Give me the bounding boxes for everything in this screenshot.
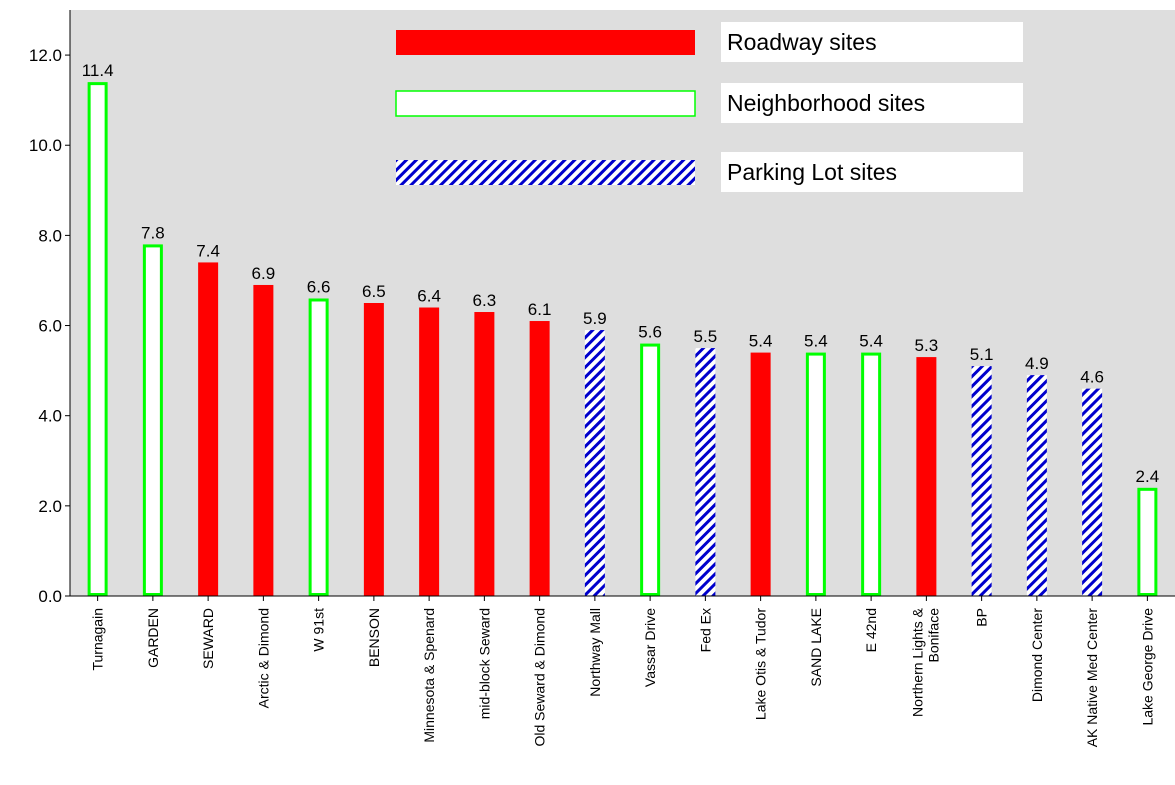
bar-15	[861, 352, 882, 597]
y-tick-label: 2.0	[38, 497, 62, 516]
y-tick-label: 4.0	[38, 407, 62, 426]
x-tick-label: mid-block Seward	[476, 608, 492, 719]
bar-value-label: 5.4	[859, 332, 883, 351]
y-tick-label: 8.0	[38, 226, 62, 245]
x-tick-label: SAND LAKE	[808, 608, 824, 687]
bar-value-label: 6.5	[362, 282, 386, 301]
bar-13	[750, 352, 771, 596]
bar-4	[253, 284, 274, 596]
x-tick-label: BP	[974, 608, 990, 627]
x-tick-label: E 42nd	[863, 608, 879, 652]
x-tick-label: Old Seward & Dimond	[532, 608, 548, 747]
bar-value-label: 11.4	[82, 61, 114, 80]
x-tick-label: Vassar Drive	[642, 608, 658, 687]
x-tick-label: Fed Ex	[697, 608, 713, 652]
bar-value-label: 5.5	[694, 327, 718, 346]
bar-value-label: 5.6	[638, 323, 662, 342]
x-tick-label: GARDEN	[145, 608, 161, 668]
bar-value-label: 4.9	[1025, 354, 1049, 373]
bar-value-label: 6.1	[528, 300, 552, 319]
bar-6	[363, 303, 384, 596]
axes-layer: Turnagain GARDEN SEWARD Arctic & Dimond W 91…	[29, 10, 1175, 747]
x-tick-label: W 91st	[311, 608, 327, 652]
bar-value-label: 7.8	[141, 223, 165, 242]
x-tick-label: AK Native Med Center	[1084, 608, 1100, 748]
legend-label-box	[721, 22, 1023, 62]
x-tick-label: Northway Mall	[587, 608, 603, 697]
bar-value-label: 4.6	[1080, 368, 1104, 387]
legend-label-neighborhood: Neighborhood sites	[727, 90, 925, 116]
legend-swatch-roadway	[396, 30, 695, 55]
legend-swatch-parking	[396, 160, 695, 185]
bar-19	[1082, 388, 1103, 596]
x-tick-label: Turnagain	[90, 608, 106, 671]
bar-value-label: 5.1	[970, 345, 994, 364]
bar-value-label: 7.4	[196, 241, 220, 260]
bars-layer	[87, 82, 1158, 597]
y-tick-label: 6.0	[38, 317, 62, 336]
bar-9	[529, 321, 550, 596]
bar-14	[805, 352, 826, 597]
x-tick-label: Minnesota & Spenard	[421, 608, 437, 743]
bar-value-label: 5.9	[583, 309, 607, 328]
bar-17	[971, 366, 992, 596]
bar-5	[308, 298, 329, 596]
y-tick-label: 0.0	[38, 587, 62, 606]
bar-20	[1137, 487, 1158, 597]
x-tick-label: Arctic & Dimond	[255, 608, 271, 708]
x-tick-label: Lake George Drive	[1139, 608, 1155, 726]
legend-label-parking: Parking Lot sites	[727, 159, 897, 185]
bar-value-label: 6.3	[473, 291, 497, 310]
bar-value-label: 5.3	[915, 336, 939, 355]
x-tick-label-line: Boniface	[925, 608, 941, 663]
bar-16	[916, 357, 937, 596]
bar-value-label: 6.4	[417, 287, 441, 306]
x-tick-label-line: Northern Lights &	[909, 607, 925, 717]
legend: Roadway sites Neighborhood sites Parking L…	[395, 22, 1023, 192]
legend-swatch-neighborhood	[395, 90, 696, 117]
bar-value-label: 6.9	[252, 264, 276, 283]
legend-label-roadway: Roadway sites	[727, 29, 877, 55]
x-tick-label: Northern Lights &Boniface	[909, 607, 941, 717]
bar-value-label: 5.4	[804, 332, 828, 351]
bar-8	[474, 312, 495, 596]
bar-value-label: 6.6	[307, 277, 331, 296]
y-tick-label: 12.0	[29, 46, 62, 65]
bar-value-label: 2.4	[1136, 467, 1160, 486]
bar-7	[419, 307, 440, 596]
bar-10	[584, 330, 605, 596]
bar-2	[142, 244, 163, 596]
bar-18	[1026, 375, 1047, 596]
y-tick-label: 10.0	[29, 136, 62, 155]
legend-label-box	[721, 152, 1023, 192]
bar-3	[198, 262, 219, 596]
x-tick-label: SEWARD	[200, 608, 216, 669]
x-tick-label: Dimond Center	[1029, 608, 1045, 702]
legend-label-box	[721, 83, 1023, 123]
x-tick-label: BENSON	[366, 608, 382, 667]
bar-value-label: 5.4	[749, 332, 773, 351]
bar-11	[640, 343, 661, 597]
bar-1	[87, 82, 108, 596]
x-tick-label: Lake Otis & Tudor	[753, 608, 769, 720]
value-labels-layer: 11.4 7.8 7.4 6.9 6.6 6.5 6.4 6.3 6.1 5.9 5.6 5.5 5.4…	[82, 61, 1159, 486]
bar-12	[695, 348, 716, 596]
